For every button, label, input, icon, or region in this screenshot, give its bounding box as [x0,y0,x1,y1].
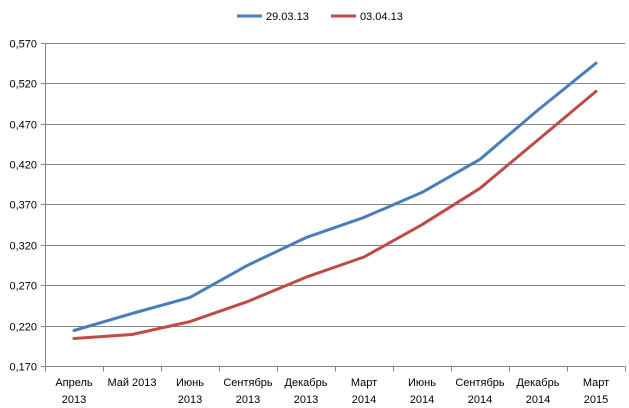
x-tick-label-line: Декабрь [285,377,328,389]
y-tick-label-0: 0,170 [9,362,37,374]
x-tick-label-line: Май 2013 [107,377,156,389]
y-tick-label-6: 0,470 [9,120,37,132]
y-tick-label-2: 0,270 [9,281,37,293]
series-line-2 [72,89,598,340]
x-tick-label-line: 2013 [62,394,86,406]
x-tick-label-line: Март [583,377,609,389]
x-tick-label-4: Декабрь 2013 [285,377,328,406]
x-tick-label-line: Декабрь [517,377,560,389]
x-tick-label-line: 2013 [236,394,260,406]
y-tick-label-7: 0,520 [9,79,37,91]
x-tick-label-2: Июнь 2013 [176,377,204,406]
x-tick-label-3: Сентябрь 2013 [223,377,273,406]
legend-label-1: 29.03.13 [266,11,309,23]
y-tick-label-8: 0,570 [9,39,37,51]
y-tick-label-5: 0,420 [9,160,37,172]
x-tick-label-line: Июнь [176,377,204,389]
y-tick-label-3: 0,320 [9,241,37,253]
x-tick-label-line: 2015 [584,394,608,406]
x-tick-label-line: Сентябрь [455,377,505,389]
x-tick-label-6: Июнь 2014 [408,377,436,406]
x-tick-label-1: Май 2013 [107,377,156,389]
x-tick-label-line: Июнь [408,377,436,389]
x-tick-label-9: Март 2015 [583,377,609,406]
x-tick-label-line: 2013 [294,394,318,406]
x-tick-label-line: 2014 [468,394,492,406]
x-tick-label-line: Апрель [55,377,93,389]
y-tick-label-4: 0,370 [9,200,37,212]
x-tick-label-line: Март [351,377,377,389]
x-tick-label-line: 2014 [352,394,376,406]
x-tick-label-8: Декабрь 2014 [517,377,560,406]
x-tick-label-line: 2013 [178,394,202,406]
x-tick-label-5: Март 2014 [351,377,377,406]
x-tick-label-7: Сентябрь 2014 [455,377,505,406]
legend-label-2: 03.04.13 [360,11,403,23]
x-tick-label-0: Апрель 2013 [55,377,93,406]
x-tick-label-line: 2014 [526,394,550,406]
series-line-1 [72,61,598,332]
x-tick-label-line: Сентябрь [223,377,273,389]
x-tick-label-line: 2014 [410,394,434,406]
y-tick-label-1: 0,220 [9,322,37,334]
